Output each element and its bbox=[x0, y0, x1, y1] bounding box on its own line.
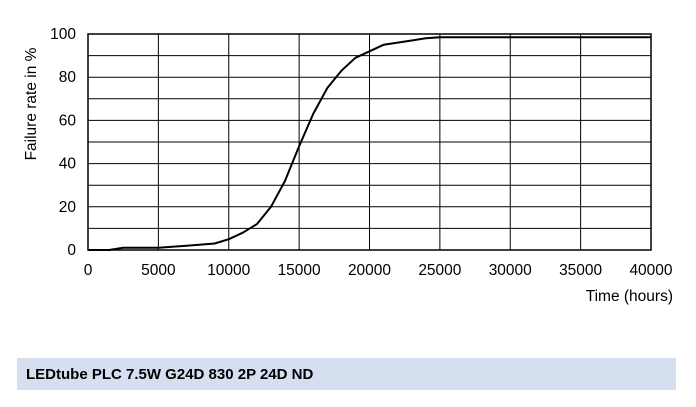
chart-series bbox=[88, 36, 651, 251]
x-tick-label: 30000 bbox=[489, 262, 532, 279]
y-tick-label: 0 bbox=[67, 242, 76, 259]
x-axis-label: Time (hours) bbox=[586, 288, 673, 305]
x-tick-labels: 0 5000 10000 15000 20000 25000 30000 35000 40000 bbox=[84, 262, 673, 279]
y-tick-label: 40 bbox=[59, 156, 77, 173]
x-tick-label: 20000 bbox=[348, 262, 391, 279]
y-axis-label: Failure rate in % bbox=[23, 47, 40, 160]
x-tick-label: 0 bbox=[84, 262, 93, 279]
x-tick-label: 40000 bbox=[629, 262, 672, 279]
product-name-bar: LEDtube PLC 7.5W G24D 830 2P 24D ND bbox=[17, 358, 676, 390]
x-tick-label: 5000 bbox=[141, 262, 176, 279]
failure-rate-line bbox=[88, 36, 651, 251]
plot-frame bbox=[87, 33, 652, 251]
x-tick-label: 25000 bbox=[418, 262, 461, 279]
x-tick-label: 35000 bbox=[559, 262, 602, 279]
y-tick-labels: 0 20 40 60 80 100 bbox=[50, 26, 76, 259]
product-name: LEDtube PLC 7.5W G24D 830 2P 24D ND bbox=[26, 365, 314, 383]
y-tick-label: 20 bbox=[59, 199, 77, 216]
y-tick-label: 80 bbox=[59, 69, 77, 86]
y-tick-label: 60 bbox=[59, 112, 77, 129]
chart-grid bbox=[87, 33, 652, 251]
x-tick-label: 15000 bbox=[278, 262, 321, 279]
failure-rate-chart: 0 5000 10000 15000 20000 25000 30000 35000 40000… bbox=[23, 26, 673, 305]
x-tick-label: 10000 bbox=[207, 262, 250, 279]
y-tick-label: 100 bbox=[50, 26, 76, 43]
